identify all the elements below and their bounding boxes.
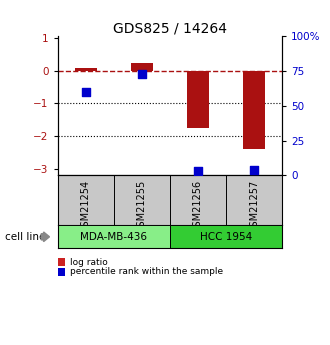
Bar [58, 225, 170, 248]
Text: log ratio: log ratio [70, 258, 108, 267]
Title: GDS825 / 14264: GDS825 / 14264 [113, 21, 227, 35]
Text: GSM21254: GSM21254 [81, 179, 91, 233]
Point [83, 89, 88, 95]
Bar [187, 71, 209, 128]
Text: GSM21257: GSM21257 [249, 179, 259, 233]
Bar [75, 68, 97, 71]
Point [251, 167, 257, 172]
Point [195, 168, 201, 174]
Text: GSM21255: GSM21255 [137, 179, 147, 233]
Bar [131, 63, 153, 71]
Text: HCC 1954: HCC 1954 [200, 232, 252, 242]
Bar [170, 225, 282, 248]
Text: MDA-MB-436: MDA-MB-436 [80, 232, 148, 242]
Text: percentile rank within the sample: percentile rank within the sample [70, 267, 223, 276]
Point [139, 71, 145, 77]
Bar [243, 71, 265, 149]
Text: GSM21256: GSM21256 [193, 179, 203, 233]
Text: cell line: cell line [5, 232, 45, 242]
